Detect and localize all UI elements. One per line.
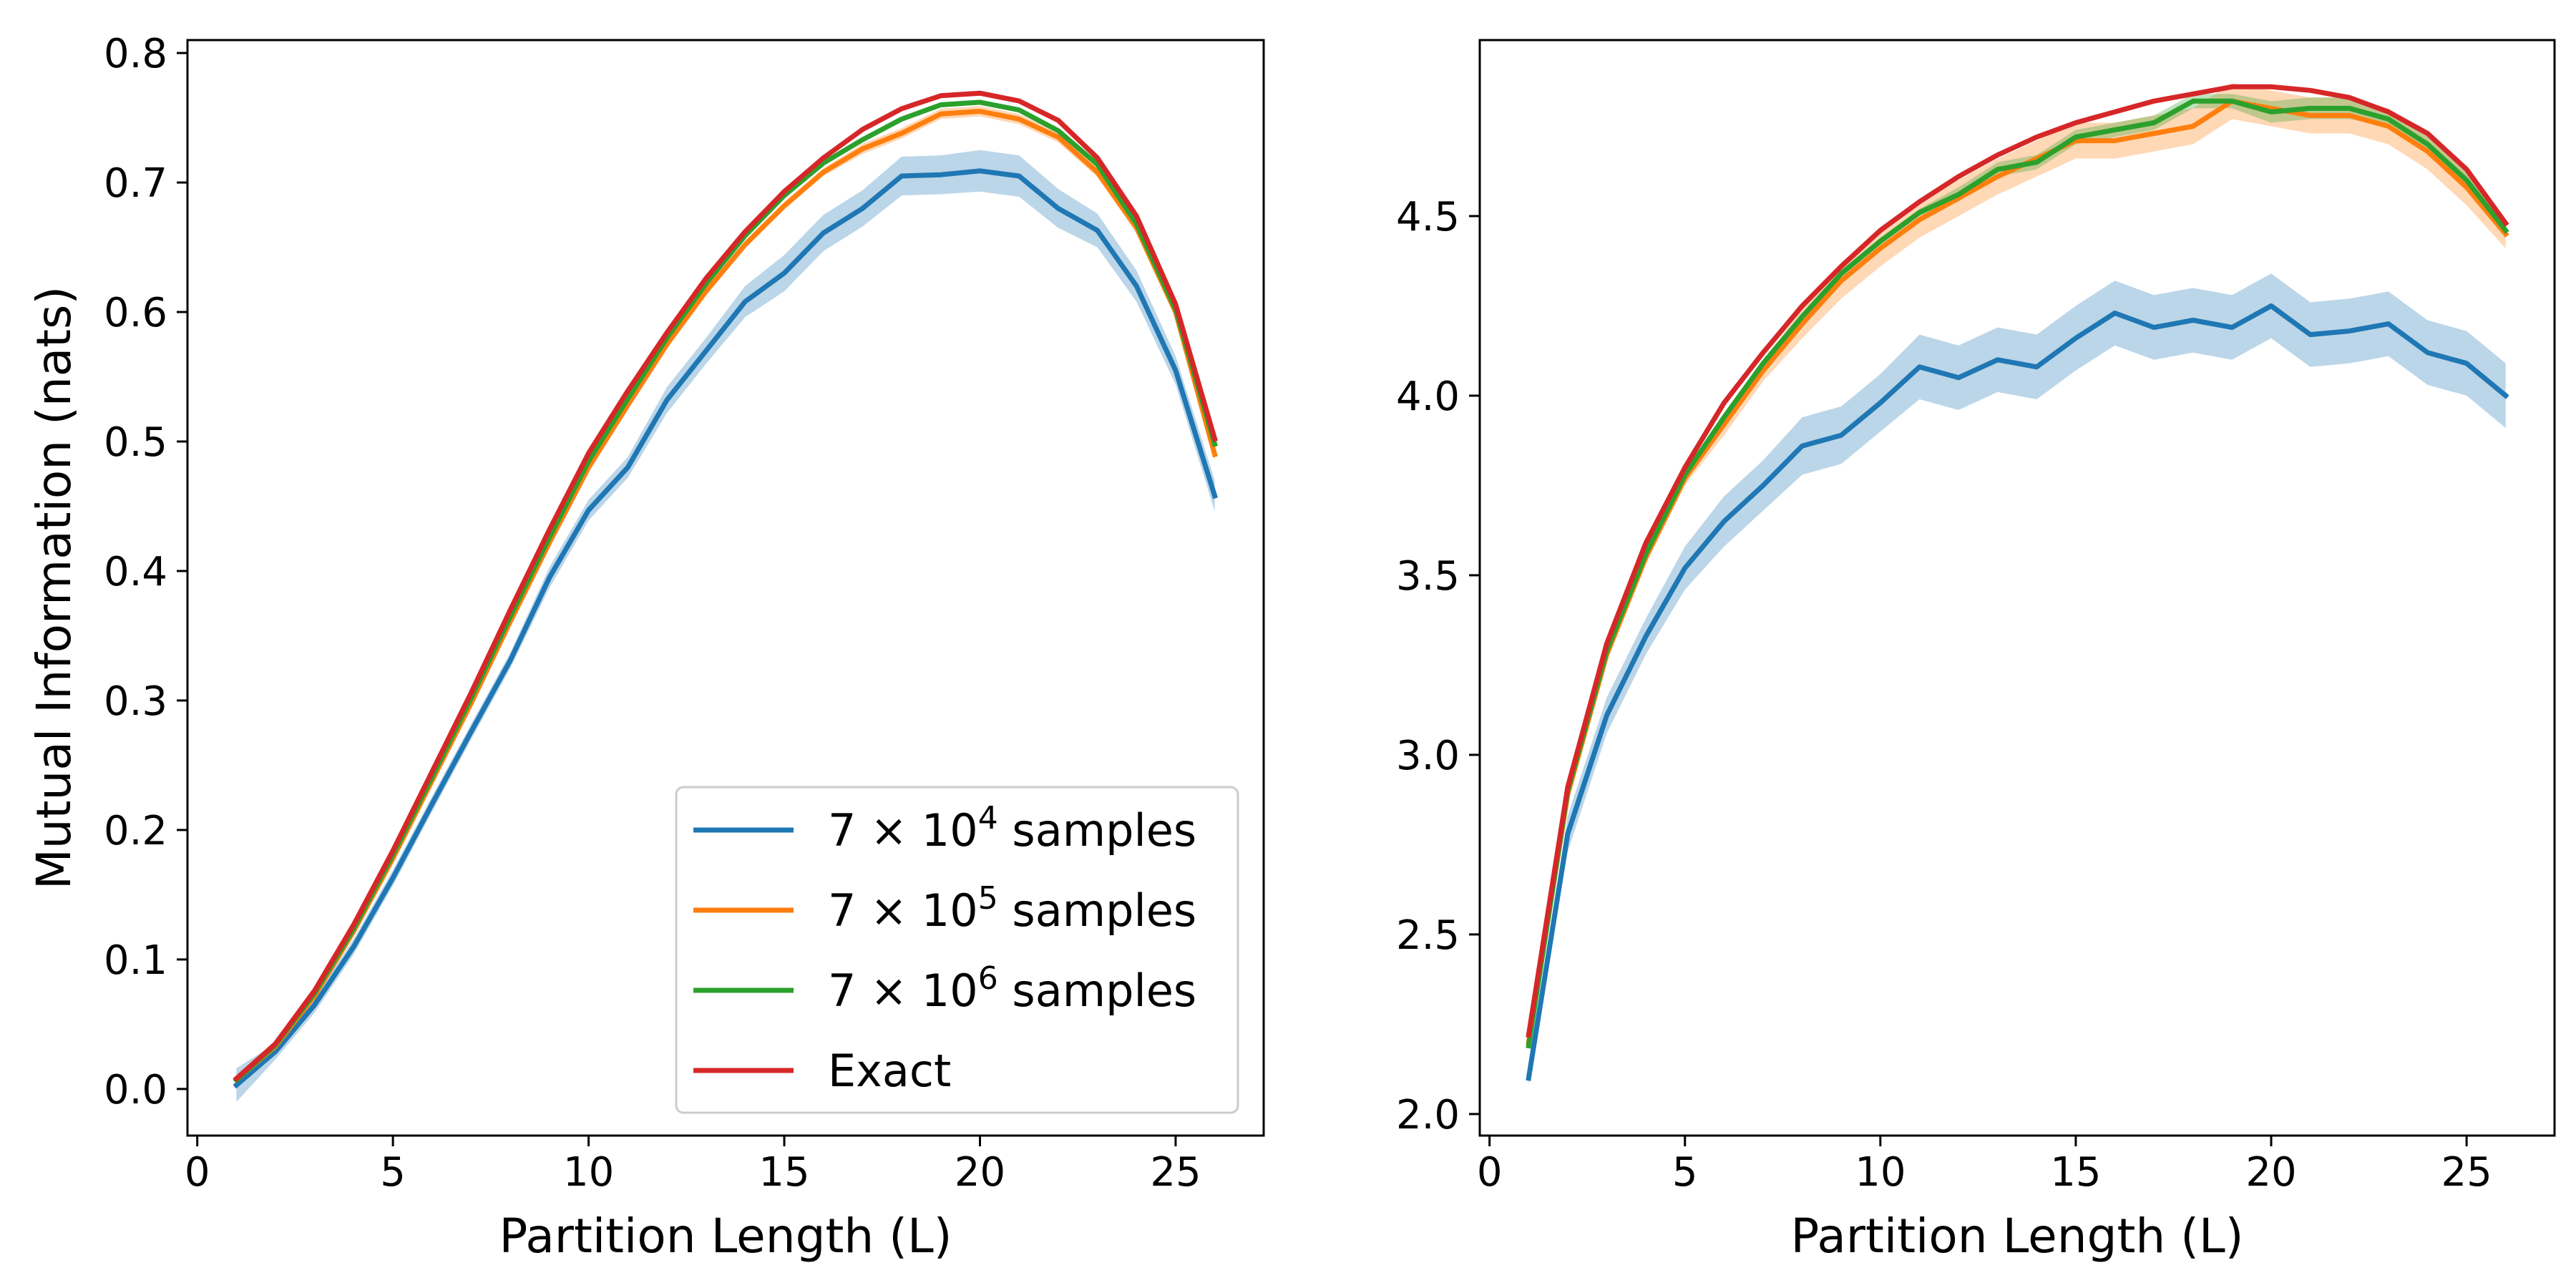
x-axis-label: Partition Length (L) [499,1209,952,1264]
x-tick-label: 0 [185,1149,210,1196]
y-tick-label: 0.2 [104,808,167,854]
x-tick-label: 25 [2441,1149,2492,1196]
x-tick-label: 15 [758,1149,809,1196]
x-tick-label: 5 [380,1149,406,1196]
x-tick-label: 15 [2050,1149,2101,1196]
y-tick-label: 4.0 [1396,374,1460,420]
legend: 7 × 104 samples 7 × 105 samples 7 × 106 sa… [675,786,1239,1114]
series-2-line [1526,98,2509,1049]
legend-label-2: 7 × 106 samples [828,960,1196,1017]
legend-label-1: 7 × 105 samples [828,880,1196,937]
x-tick-label: 10 [563,1149,614,1196]
x-axis-label: Partition Length (L) [1791,1209,2244,1264]
y-tick-label: 0.7 [104,160,167,207]
x-tick-label: 25 [1150,1149,1201,1196]
right-panel: 0 5 10 15 20 25 2.0 2.5 3.0 3.5 4.0 4.5 Partition Le… [1396,39,2556,1264]
y-axis-label: Mutual Information (nats) [26,286,82,889]
x-tick-label: 20 [2245,1149,2296,1196]
y-tick-label: 3.5 [1396,553,1460,600]
left-panel: 0 5 10 15 20 25 0.0 0.1 0.2 0.3 0.4 0.5 0.6 0.7 0.8 Par… [26,31,1265,1264]
y-tick-label: 4.5 [1396,194,1460,240]
y-tick-label: 0.6 [104,290,167,336]
legend-label-0: 7 × 104 samples [828,800,1196,857]
x-tick-label: 5 [1672,1149,1698,1196]
x-tick-label: 10 [1855,1149,1906,1196]
y-tick-label: 0.1 [104,937,167,984]
series-0-line [1526,303,2509,1081]
y-tick-label: 3.0 [1396,733,1460,779]
legend-label-3: Exact [828,1045,951,1097]
legend-box [675,786,1239,1114]
y-tick-label: 0.5 [104,419,167,466]
series-3-line [1526,84,2509,1038]
x-tick-label: 20 [955,1149,1005,1196]
series-0-band [236,150,1215,1102]
series-3-line [233,90,1218,1083]
y-tick-label: 2.5 [1396,912,1460,959]
y-tick-label: 0.3 [104,678,167,725]
x-tick-label: 0 [1477,1149,1503,1196]
y-tick-label: 0.4 [104,549,167,595]
series-0-line [233,168,1218,1089]
y-tick-label: 0.8 [104,31,167,77]
axes-frame [1478,39,2556,1137]
y-tick-label: 2.0 [1396,1092,1460,1138]
y-tick-label: 0.0 [104,1067,167,1113]
axes-frame [186,39,1265,1137]
